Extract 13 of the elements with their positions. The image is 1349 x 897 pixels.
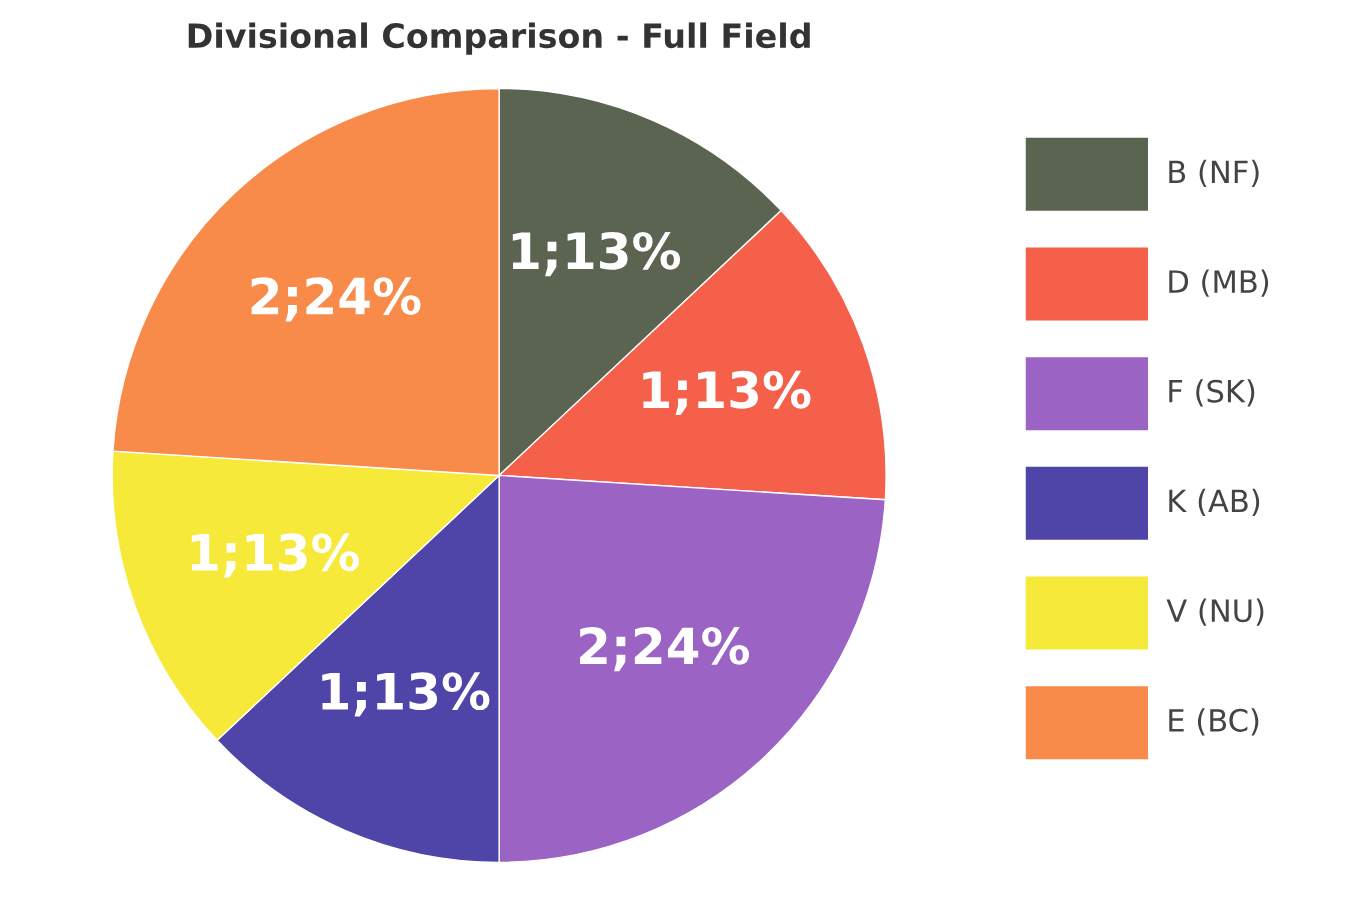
data-label: 1;13% (512, 231, 681, 277)
legend-label: F (SK) (1169, 379, 1255, 407)
legend-label: B (NF) (1169, 159, 1259, 187)
legend-label: E (BC) (1169, 708, 1259, 736)
data-label: 1;13% (643, 370, 811, 416)
data-label: 2;24% (251, 277, 421, 322)
legend-label: V (NU) (1166, 598, 1264, 626)
legend-label: D (MB) (1169, 269, 1269, 297)
chart-title: Divisional Comparison - Full Field (188, 22, 810, 55)
legend-label: K (AB) (1169, 488, 1260, 517)
data-label: 1;13% (191, 533, 360, 578)
data-label: 1;13% (322, 672, 490, 717)
data-label: 2;24% (580, 626, 749, 672)
